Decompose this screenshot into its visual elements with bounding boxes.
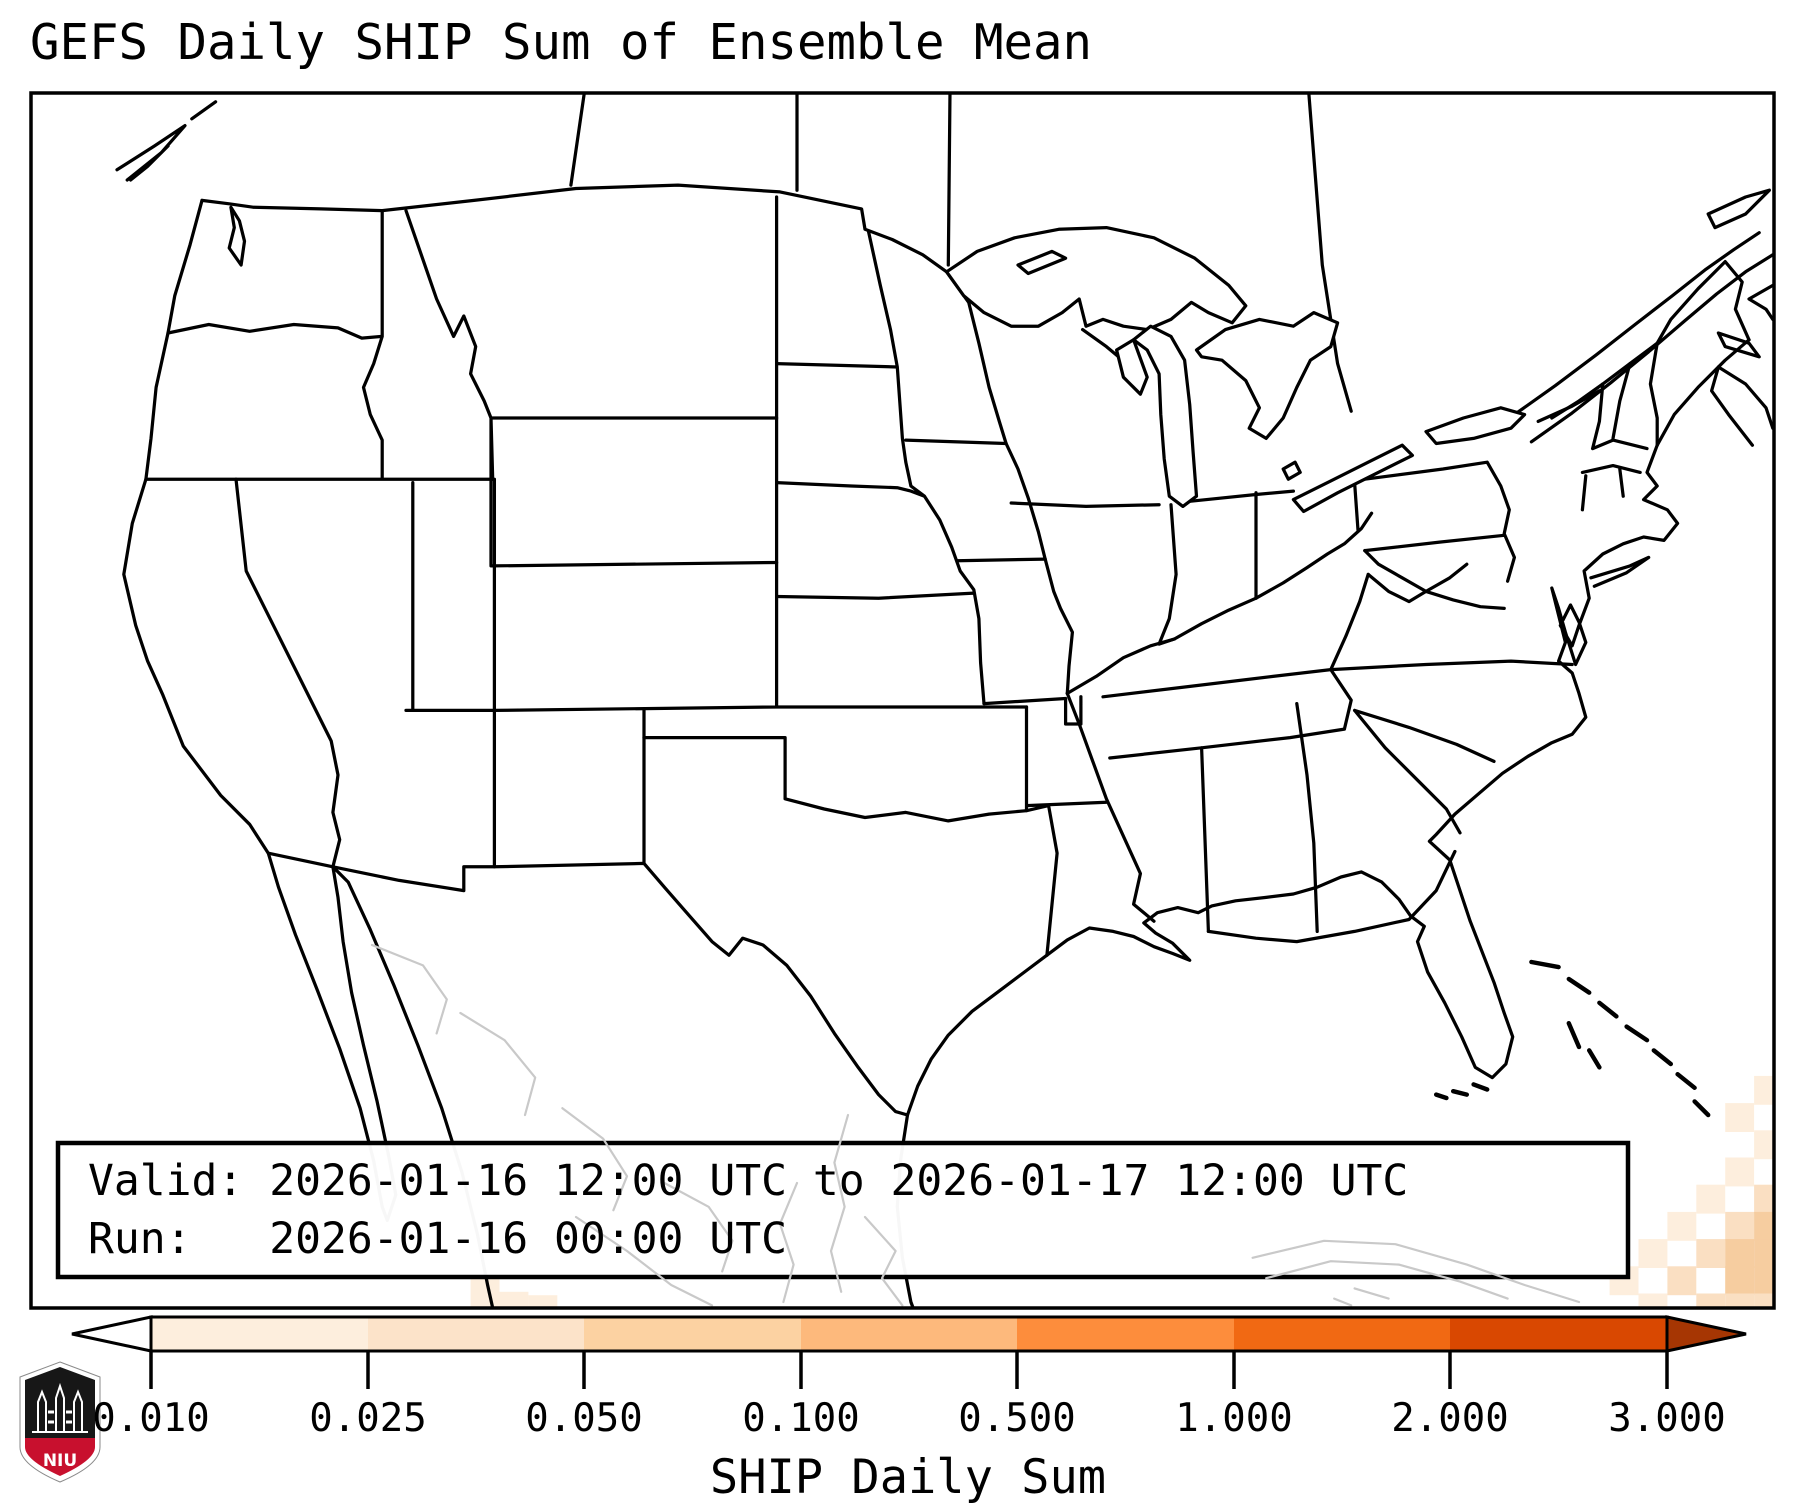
colorbar (71, 1315, 1747, 1389)
map-frame (29, 91, 1776, 1310)
figure-title: GEFS Daily SHIP Sum of Ensemble Mean (30, 14, 1093, 71)
colorbar-tick-label: 0.050 (525, 1396, 643, 1441)
colorbar-tick-label: 2.000 (1391, 1396, 1509, 1441)
colorbar-under-arrow (71, 1315, 153, 1353)
colorbar-tick-labels: 0.010 0.025 0.050 0.100 0.500 1.000 2.000 3.000 (0, 1396, 1803, 1444)
colorbar-tick-label: 1.000 (1175, 1396, 1293, 1441)
map-canvas (31, 93, 1774, 1308)
colorbar-outline (149, 1315, 1669, 1353)
niu-shield-top (25, 1367, 95, 1438)
colorbar-axis-label: SHIP Daily Sum (709, 1450, 1107, 1505)
colorbar-tick-label: 0.100 (742, 1396, 860, 1441)
valid-time-text: Valid: 2026-01-16 12:00 UTC to 2026-01-1… (88, 1156, 1409, 1206)
niu-shield-band (25, 1438, 95, 1476)
niu-castle-icon (32, 1382, 88, 1433)
colorbar-tick-label: 0.500 (958, 1396, 1076, 1441)
niu-logo: NIU (19, 1361, 101, 1483)
neighbor-country-lines (370, 943, 1581, 1307)
ship-shading-cells (470, 1075, 1774, 1308)
great-lakes (944, 225, 1527, 514)
border-paths (144, 93, 1774, 1117)
colorbar-ticks (149, 1351, 1669, 1389)
colorbar-over-arrow (1665, 1315, 1747, 1353)
colorbar-tick-label: 0.025 (309, 1396, 427, 1441)
niu-logo-text: NIU (43, 1451, 77, 1471)
run-time-text: Run: 2026-01-16 00:00 UTC (88, 1214, 787, 1264)
island-dashes (1433, 959, 1711, 1118)
colorbar-tick-label: 3.000 (1608, 1396, 1726, 1441)
colorbar-tick-label: 0.010 (92, 1396, 210, 1441)
